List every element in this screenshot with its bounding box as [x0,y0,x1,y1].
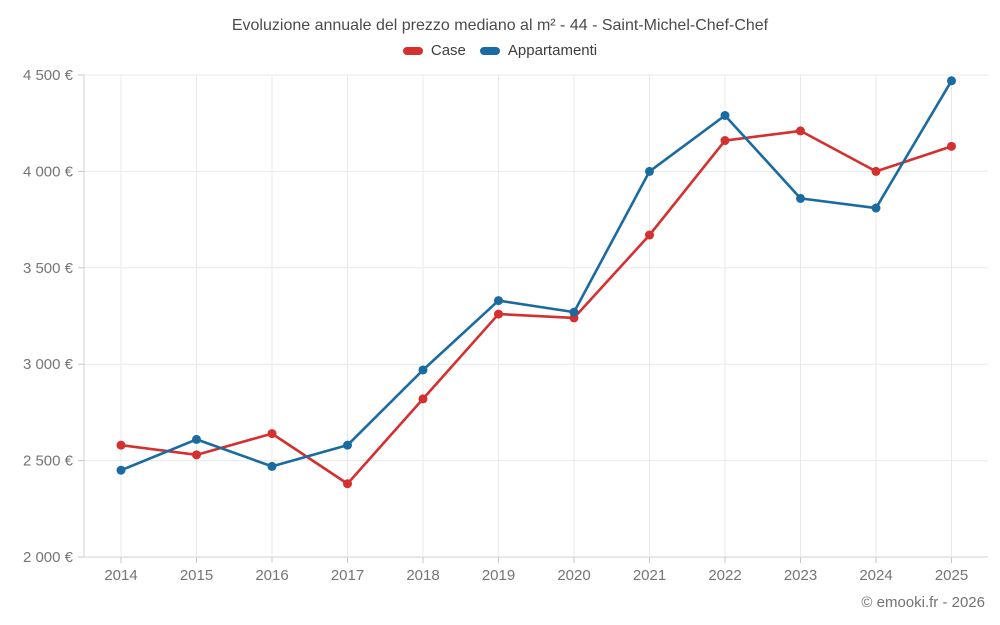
case-series-swatch-icon [402,46,423,55]
data-point-appartamenti-2014[interactable] [116,465,126,475]
x-axis-label: 2022 [708,567,741,584]
legend-label-case: Case [430,42,466,59]
data-point-appartamenti-2016[interactable] [267,461,277,471]
x-axis-label: 2020 [557,567,590,584]
data-point-case-2018[interactable] [418,394,428,404]
x-axis-label: 2017 [331,567,364,584]
data-point-case-2016[interactable] [267,429,277,439]
x-axis-label: 2014 [104,567,137,584]
data-point-case-2021[interactable] [645,230,654,240]
x-axis-label: 2024 [859,567,892,584]
legend-label-appartamenti: Appartamenti [507,42,598,59]
data-point-appartamenti-2024[interactable] [871,203,881,213]
copyright-footer: © emooki.fr - 2026 [861,594,985,611]
data-point-appartamenti-2015[interactable] [192,434,201,444]
data-point-case-2025[interactable] [947,141,956,151]
x-axis-label: 2015 [180,567,213,584]
data-point-case-2019[interactable] [494,309,503,319]
x-axis-label: 2023 [784,567,817,584]
data-point-appartamenti-2021[interactable] [645,166,654,176]
y-axis-label: 4 000 € [23,163,74,180]
x-axis-label: 2019 [482,567,515,584]
data-point-case-2015[interactable] [192,450,201,460]
data-point-appartamenti-2020[interactable] [569,307,579,317]
legend-item-case[interactable]: Case [402,42,466,59]
x-axis-label: 2016 [255,567,288,584]
data-point-appartamenti-2023[interactable] [796,193,805,203]
data-point-case-2017[interactable] [343,479,352,489]
x-axis-label: 2021 [633,567,666,584]
y-axis-label: 2 500 € [23,453,74,470]
series-line-appartamenti [119,79,953,472]
data-point-appartamenti-2019[interactable] [494,296,503,306]
y-axis-label: 3 500 € [23,260,74,277]
data-point-case-2023[interactable] [796,126,805,136]
data-point-case-2022[interactable] [720,136,730,146]
data-point-appartamenti-2022[interactable] [720,110,730,120]
data-point-appartamenti-2018[interactable] [418,365,428,375]
appartamenti-series-swatch-icon [479,46,500,55]
y-axis-label: 3 000 € [23,356,74,373]
data-point-case-2014[interactable] [116,440,126,450]
series-line-case [119,129,953,486]
y-axis-label: 2 000 € [23,549,74,566]
legend-item-appartamenti[interactable]: Appartamenti [479,42,598,59]
chart-legend: Case Appartamenti [0,42,1000,59]
chart-title: Evoluzione annuale del prezzo mediano al… [231,17,769,34]
data-point-case-2024[interactable] [871,166,881,176]
y-axis-label: 4 500 € [23,67,74,84]
x-axis-label: 2025 [935,567,968,584]
x-axis-label: 2018 [406,567,439,584]
data-point-appartamenti-2025[interactable] [947,76,956,86]
data-point-appartamenti-2017[interactable] [343,440,352,450]
